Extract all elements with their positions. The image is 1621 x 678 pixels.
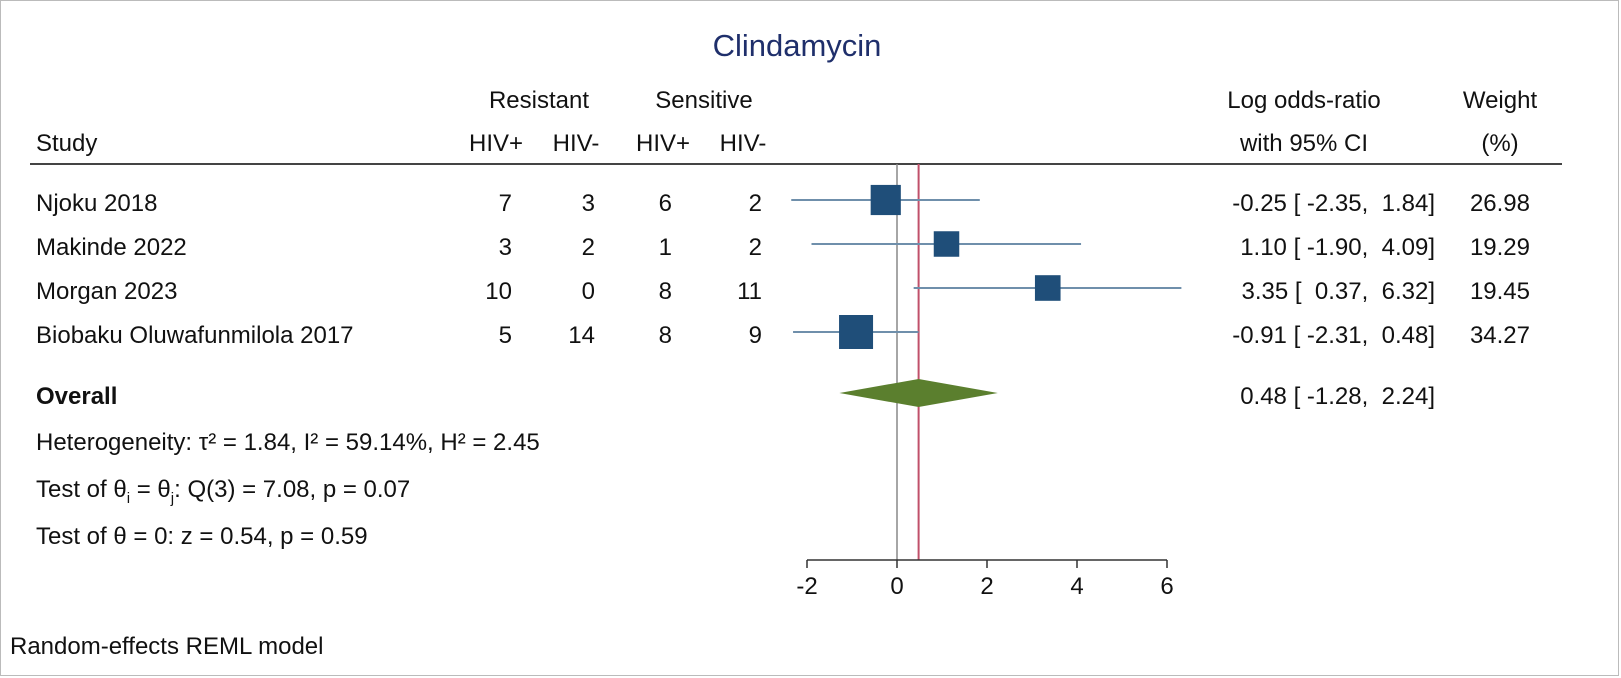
- sens-hiv-pos: 1: [659, 234, 672, 261]
- res-hiv-pos: 3: [499, 234, 512, 261]
- study-name: Morgan 2023: [36, 278, 177, 305]
- study-name: Makinde 2022: [36, 234, 187, 261]
- study-rows: Njoku 2018 7 3 6 2 -0.25 [ -2.35, 1.84] …: [36, 190, 1530, 349]
- study-marker: [933, 231, 960, 257]
- study-row: Morgan 2023 10 0 8 11 3.35 [ 0.37, 6.32]…: [36, 278, 1530, 305]
- sens-hiv-pos: 8: [659, 278, 672, 305]
- weight-text: 19.45: [1470, 278, 1530, 305]
- study-row: Njoku 2018 7 3 6 2 -0.25 [ -2.35, 1.84] …: [36, 190, 1530, 217]
- header-sens-hiv-pos: HIV+: [636, 130, 690, 157]
- res-hiv-pos: 5: [499, 322, 512, 349]
- header-sensitive: Sensitive: [655, 87, 752, 114]
- sens-hiv-neg: 2: [749, 234, 762, 261]
- res-hiv-pos: 10: [485, 278, 512, 305]
- ci-text: 3.35 [ 0.37, 6.32]: [1242, 278, 1435, 305]
- study-marker: [870, 184, 901, 216]
- plot-area: -2 0 2 4 6: [791, 164, 1182, 600]
- study-name: Biobaku Oluwafunmilola 2017: [36, 322, 354, 349]
- sens-hiv-neg: 11: [737, 278, 762, 305]
- ci-text: 1.10 [ -1.90, 4.09]: [1240, 234, 1435, 261]
- res-hiv-neg: 14: [568, 322, 595, 349]
- table-header: Resistant Sensitive Study HIV+ HIV- HIV+…: [36, 87, 1537, 157]
- header-weight-line1: Weight: [1463, 87, 1538, 114]
- x-tick-label: -2: [796, 573, 817, 600]
- x-tick-label: 4: [1070, 573, 1083, 600]
- ci-text: -0.91 [ -2.31, 0.48]: [1232, 322, 1435, 349]
- model-footnote: Random-effects REML model: [10, 633, 323, 660]
- res-hiv-neg: 3: [582, 190, 595, 217]
- header-effect-line1: Log odds-ratio: [1227, 87, 1380, 114]
- header-resistant: Resistant: [489, 87, 589, 114]
- res-hiv-neg: 2: [582, 234, 595, 261]
- x-tick-label: 6: [1160, 573, 1173, 600]
- x-tick-label: 0: [890, 573, 903, 600]
- ci-text: -0.25 [ -2.35, 1.84]: [1232, 190, 1435, 217]
- sens-hiv-pos: 8: [659, 322, 672, 349]
- test-equal-text: Test of θi = θj: Q(3) = 7.08, p = 0.07: [36, 476, 410, 507]
- weight-text: 19.29: [1470, 234, 1530, 261]
- x-tick-label: 2: [980, 573, 993, 600]
- study-name: Njoku 2018: [36, 190, 157, 217]
- header-res-hiv-neg: HIV-: [553, 130, 600, 157]
- overall-ci-text: 0.48 [ -1.28, 2.24]: [1240, 383, 1435, 410]
- overall-diamond: [839, 379, 998, 407]
- header-study: Study: [36, 130, 97, 157]
- res-hiv-neg: 0: [582, 278, 595, 305]
- study-marker: [1034, 275, 1061, 301]
- weight-text: 26.98: [1470, 190, 1530, 217]
- study-row: Makinde 2022 3 2 1 2 1.10 [ -1.90, 4.09]…: [36, 234, 1530, 261]
- header-weight-line2: (%): [1481, 130, 1518, 157]
- study-marker: [839, 315, 874, 349]
- test-zero-text: Test of θ = 0: z = 0.54, p = 0.59: [36, 523, 368, 550]
- overall-label: Overall: [36, 383, 117, 410]
- study-row: Biobaku Oluwafunmilola 2017 5 14 8 9 -0.…: [36, 322, 1530, 349]
- sens-hiv-neg: 9: [749, 322, 762, 349]
- header-effect-line2: with 95% CI: [1239, 130, 1368, 157]
- header-res-hiv-pos: HIV+: [469, 130, 523, 157]
- sens-hiv-neg: 2: [749, 190, 762, 217]
- heterogeneity-text: Heterogeneity: τ² = 1.84, I² = 59.14%, H…: [36, 429, 540, 456]
- chart-title: Clindamycin: [713, 28, 882, 63]
- weight-text: 34.27: [1470, 322, 1530, 349]
- header-sens-hiv-neg: HIV-: [720, 130, 767, 157]
- res-hiv-pos: 7: [499, 190, 512, 217]
- sens-hiv-pos: 6: [659, 190, 672, 217]
